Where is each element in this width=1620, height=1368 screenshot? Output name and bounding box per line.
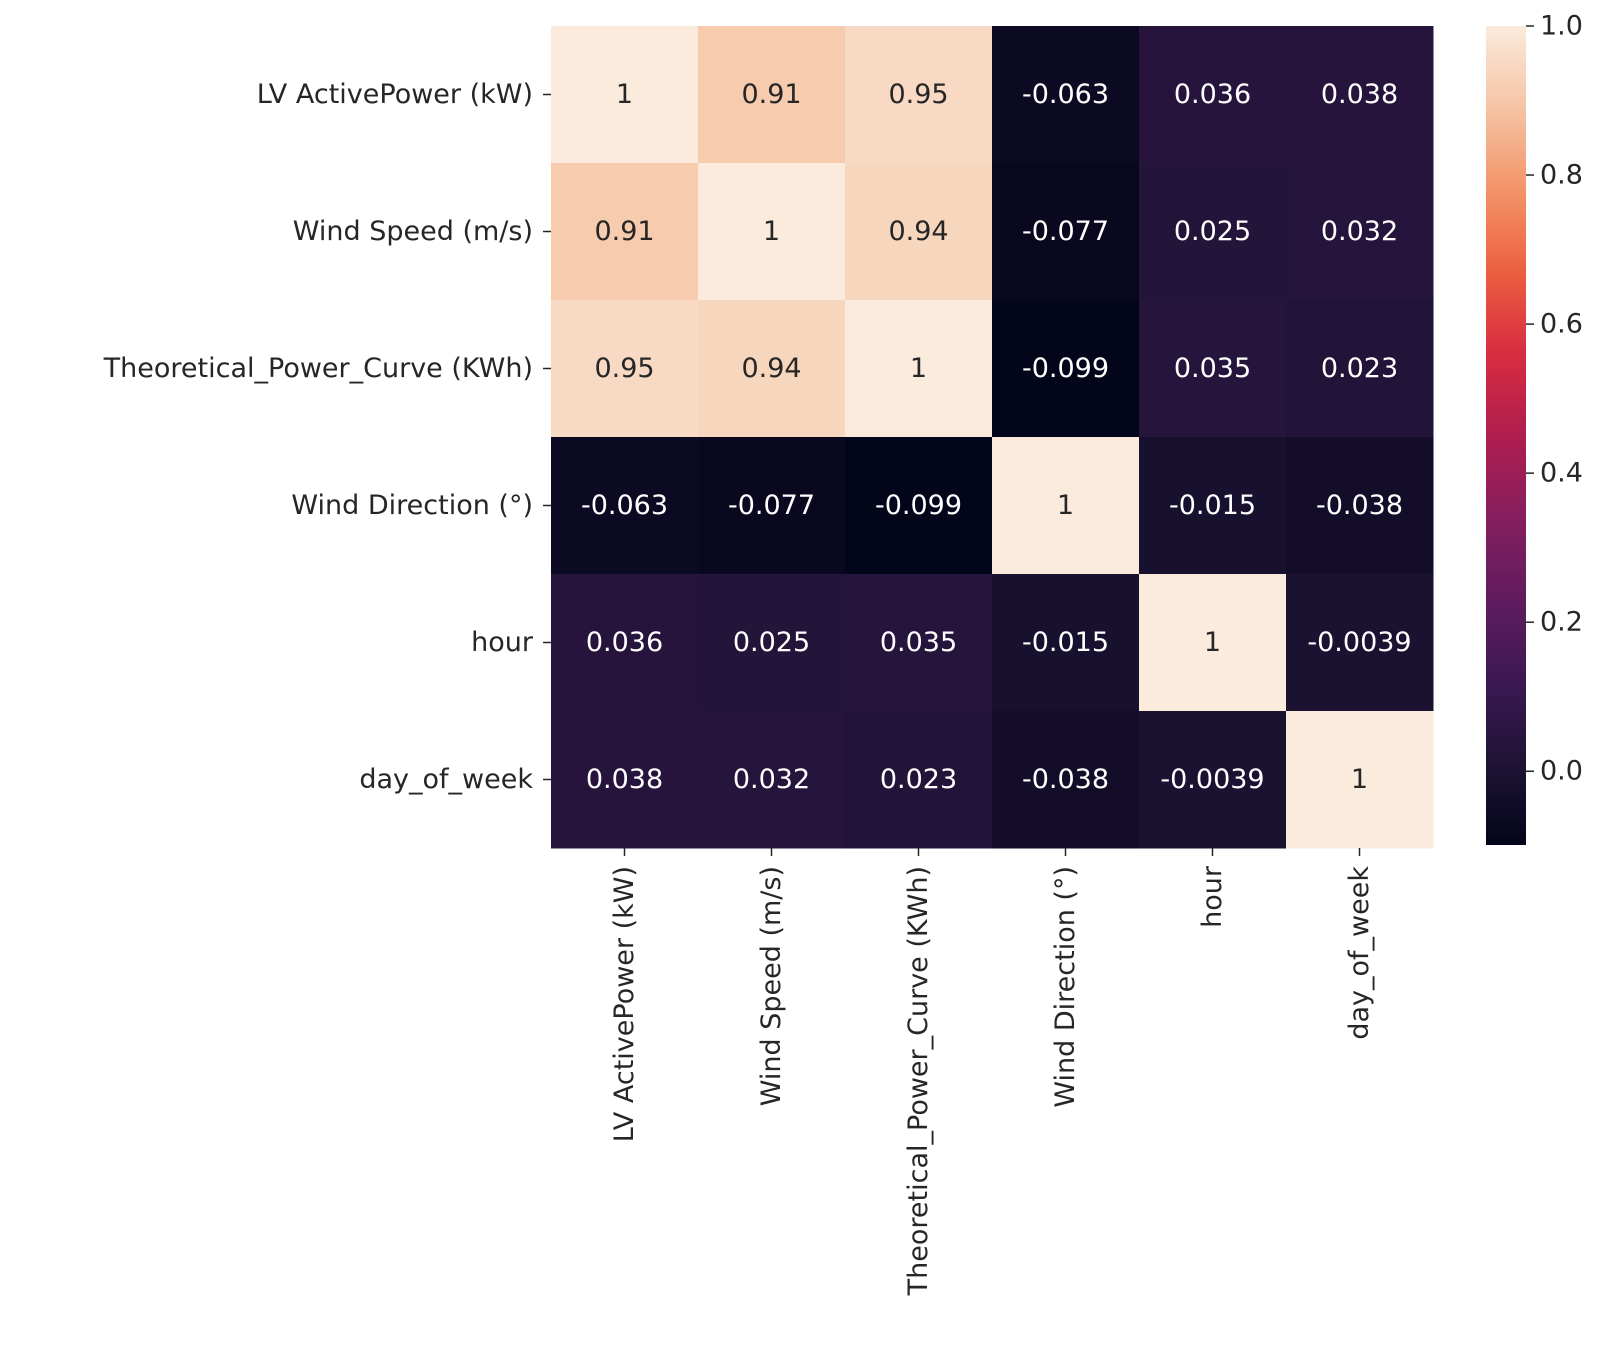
cell-annotation: 0.032 <box>1321 216 1398 247</box>
colorbar-tick-label: 0.2 <box>1540 607 1583 638</box>
colorbar: 0.0 0.2 0.4 0.6 0.8 1.0 <box>1486 11 1583 845</box>
cell-annotation: -0.015 <box>1169 490 1256 521</box>
heatmap-cell <box>698 711 846 849</box>
cell-annotation: 0.94 <box>888 216 948 247</box>
heatmap-cell <box>1139 26 1287 164</box>
heatmap-cell <box>992 26 1140 164</box>
heatmap-cells <box>551 26 1434 849</box>
heatmap-cell <box>1286 711 1434 849</box>
heatmap-cell <box>698 300 846 438</box>
heatmap-cell <box>698 574 846 712</box>
colorbar-tick-label: 0.8 <box>1540 160 1583 191</box>
cell-annotation: -0.015 <box>1022 627 1109 658</box>
cell-annotation: 1 <box>1351 764 1368 795</box>
heatmap-cell <box>1286 437 1434 575</box>
cell-annotation: 0.036 <box>586 627 663 658</box>
cell-annotation: 0.035 <box>880 627 957 658</box>
x-tick-label: Wind Direction (°) <box>1050 866 1081 1108</box>
cell-annotation: -0.099 <box>1022 353 1109 384</box>
colorbar-tick-label: 0.6 <box>1540 309 1583 340</box>
heatmap-cell <box>845 711 993 849</box>
heatmap-cell <box>551 300 699 438</box>
y-tick-label: Theoretical_Power_Curve (KWh) <box>103 353 533 384</box>
heatmap-cell <box>551 26 699 164</box>
heatmap-cell <box>1139 711 1287 849</box>
heatmap-cell <box>1139 300 1287 438</box>
heatmap-cell <box>698 163 846 301</box>
cell-annotation: -0.077 <box>1022 216 1109 247</box>
cell-annotation: -0.038 <box>1022 764 1109 795</box>
x-tick-label: Wind Speed (m/s) <box>756 866 787 1106</box>
cell-annotation: 0.036 <box>1174 79 1251 110</box>
cell-annotation: 0.023 <box>1321 353 1398 384</box>
cell-annotation: 0.025 <box>1174 216 1251 247</box>
cell-annotation: -0.099 <box>875 490 962 521</box>
cell-annotation: 0.95 <box>594 353 654 384</box>
heatmap-cell <box>992 437 1140 575</box>
cell-annotation: -0.063 <box>581 490 668 521</box>
cell-annotation: 0.025 <box>733 627 810 658</box>
cell-annotation: 1 <box>763 216 780 247</box>
heatmap-cell <box>1139 574 1287 712</box>
colorbar-tick-label: 0.4 <box>1540 458 1583 489</box>
cell-annotation: 0.94 <box>741 353 801 384</box>
heatmap-cell <box>845 300 993 438</box>
colorbar-gradient <box>1486 26 1526 845</box>
heatmap-cell <box>845 163 993 301</box>
heatmap-cell <box>845 26 993 164</box>
cell-annotation: 0.91 <box>594 216 654 247</box>
cell-annotation: 1 <box>1204 627 1221 658</box>
heatmap-cell <box>992 300 1140 438</box>
heatmap-cell <box>698 26 846 164</box>
cell-annotation: 1 <box>910 353 927 384</box>
heatmap-cell <box>551 574 699 712</box>
heatmap-cell <box>992 163 1140 301</box>
heatmap-cell <box>845 574 993 712</box>
heatmap-cell <box>698 437 846 575</box>
heatmap-cell <box>1139 163 1287 301</box>
cell-annotation: 0.038 <box>1321 79 1398 110</box>
cell-annotation: -0.0039 <box>1307 627 1411 658</box>
heatmap-cell <box>551 163 699 301</box>
heatmap-cell <box>551 711 699 849</box>
y-tick-label: day_of_week <box>359 764 533 795</box>
heatmap-cell <box>845 437 993 575</box>
y-tick-label: Wind Direction (°) <box>291 490 533 521</box>
colorbar-tick-label: 1.0 <box>1540 11 1583 42</box>
colorbar-tick-label: 0.0 <box>1540 756 1583 787</box>
y-tick-label: hour <box>471 627 534 658</box>
heatmap-cell <box>1286 300 1434 438</box>
y-axis: LV ActivePower (kW) Wind Speed (m/s) Theor… <box>103 79 551 795</box>
cell-annotation: 0.023 <box>880 764 957 795</box>
cell-annotation: 0.95 <box>888 79 948 110</box>
cell-annotation: -0.063 <box>1022 79 1109 110</box>
heatmap-cell <box>992 711 1140 849</box>
cell-annotation: 0.032 <box>733 764 810 795</box>
cell-annotation: -0.038 <box>1316 490 1403 521</box>
heatmap-cell <box>1139 437 1287 575</box>
cell-annotation: 1 <box>1057 490 1074 521</box>
heatmap-cell <box>1286 163 1434 301</box>
cell-annotations: 1 0.91 0.95 -0.063 0.036 0.038 0.91 1 0.94 -0.077… <box>581 79 1412 795</box>
x-tick-label: hour <box>1197 865 1228 928</box>
cell-annotation: 1 <box>616 79 633 110</box>
y-tick-label: LV ActivePower (kW) <box>257 79 533 110</box>
cell-annotation: 0.91 <box>741 79 801 110</box>
heatmap-cell <box>1286 574 1434 712</box>
heatmap-cell <box>992 574 1140 712</box>
cell-annotation: -0.077 <box>728 490 815 521</box>
heatmap-cell <box>551 437 699 575</box>
x-axis: LV ActivePower (kW) Wind Speed (m/s) Theor… <box>609 848 1375 1296</box>
y-tick-label: Wind Speed (m/s) <box>293 216 533 247</box>
cell-annotation: 0.035 <box>1174 353 1251 384</box>
cell-annotation: -0.0039 <box>1160 764 1264 795</box>
x-tick-label: LV ActivePower (kW) <box>609 866 640 1142</box>
cell-annotation: 0.038 <box>586 764 663 795</box>
x-tick-label: day_of_week <box>1344 866 1375 1040</box>
heatmap-cell <box>1286 26 1434 164</box>
x-tick-label: Theoretical_Power_Curve (KWh) <box>903 866 934 1296</box>
